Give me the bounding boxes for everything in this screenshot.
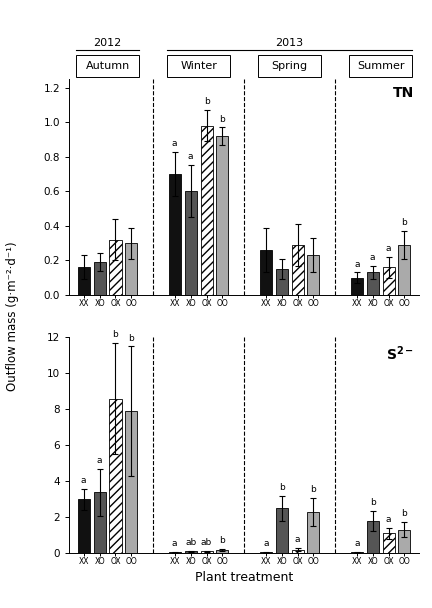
Text: 2012: 2012 <box>93 38 122 48</box>
Bar <box>276 269 288 295</box>
Bar <box>216 136 229 295</box>
Text: b: b <box>279 483 285 492</box>
Text: b: b <box>128 334 134 342</box>
Bar <box>184 551 197 553</box>
Text: b: b <box>203 97 210 106</box>
Bar <box>125 411 137 553</box>
Text: ab: ab <box>185 537 196 547</box>
Bar <box>349 55 412 77</box>
Bar <box>167 55 230 77</box>
Text: Spring: Spring <box>272 61 308 71</box>
Text: a: a <box>370 253 375 261</box>
Bar <box>398 245 410 295</box>
Text: b: b <box>402 510 407 519</box>
Text: a: a <box>386 515 391 524</box>
Text: a: a <box>172 539 178 548</box>
Text: a: a <box>97 456 102 465</box>
Bar <box>109 240 121 295</box>
X-axis label: Plant treatment: Plant treatment <box>195 571 293 584</box>
Bar <box>292 550 304 553</box>
Bar <box>94 262 105 295</box>
Bar <box>367 521 379 553</box>
Bar <box>292 245 304 295</box>
Bar <box>169 174 181 295</box>
Bar <box>383 533 394 553</box>
Text: b: b <box>370 498 375 507</box>
Text: b: b <box>219 536 225 545</box>
Text: b: b <box>113 330 118 339</box>
Bar <box>78 499 90 553</box>
Bar <box>125 243 137 295</box>
Bar <box>367 272 379 295</box>
Text: Summer: Summer <box>357 61 404 71</box>
Bar <box>94 492 105 553</box>
Text: a: a <box>188 153 194 162</box>
Bar <box>109 399 121 553</box>
Text: a: a <box>386 244 391 253</box>
Text: $\mathbf{S^{2-}}$: $\mathbf{S^{2-}}$ <box>386 344 414 362</box>
Text: a: a <box>354 539 359 548</box>
Bar <box>258 55 321 77</box>
Text: Winter: Winter <box>180 61 217 71</box>
Text: a: a <box>354 260 359 269</box>
Bar <box>383 268 394 295</box>
Bar <box>276 508 288 553</box>
Text: b: b <box>219 114 225 123</box>
Bar <box>200 126 213 295</box>
Text: a: a <box>81 475 86 485</box>
Text: a: a <box>263 539 269 548</box>
Bar <box>260 250 272 295</box>
Bar <box>200 551 213 553</box>
Text: TN: TN <box>393 86 414 100</box>
Bar <box>398 530 410 553</box>
Text: 2013: 2013 <box>276 38 304 48</box>
Bar <box>76 55 139 77</box>
Bar <box>184 192 197 295</box>
Text: b: b <box>402 218 407 227</box>
Bar <box>216 550 229 553</box>
Bar <box>308 255 319 295</box>
Text: b: b <box>311 485 316 494</box>
Bar <box>351 278 363 295</box>
Text: ab: ab <box>201 538 212 547</box>
Bar <box>308 512 319 553</box>
Bar <box>78 268 90 295</box>
Text: a: a <box>295 536 300 544</box>
Text: Outflow mass (g·m⁻²·d⁻¹): Outflow mass (g·m⁻²·d⁻¹) <box>6 241 19 391</box>
Text: a: a <box>172 139 178 148</box>
Text: Autumn: Autumn <box>86 61 130 71</box>
